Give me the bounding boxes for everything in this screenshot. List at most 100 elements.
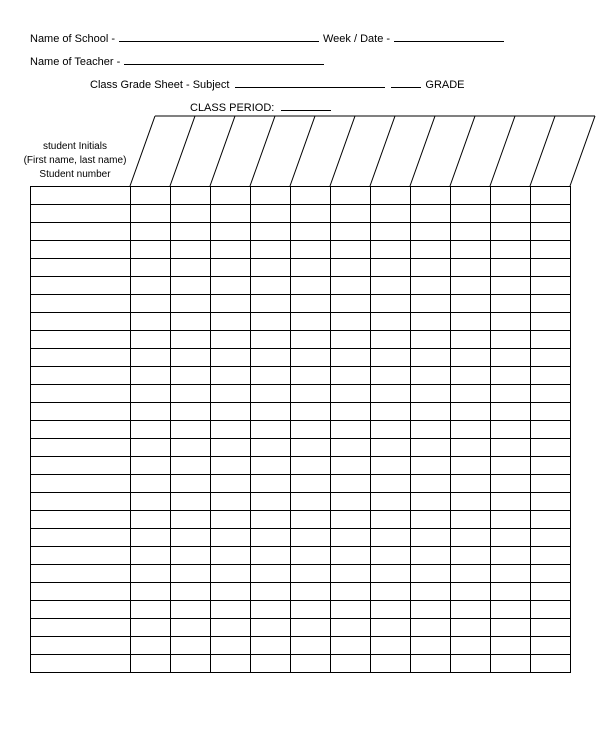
- grade-cell[interactable]: [451, 601, 491, 619]
- student-name-cell[interactable]: [31, 349, 131, 367]
- grade-cell[interactable]: [371, 187, 411, 205]
- grade-cell[interactable]: [171, 241, 211, 259]
- grade-cell[interactable]: [251, 187, 291, 205]
- grade-cell[interactable]: [411, 475, 451, 493]
- grade-cell[interactable]: [331, 439, 371, 457]
- grade-cell[interactable]: [131, 367, 171, 385]
- grade-cell[interactable]: [491, 223, 531, 241]
- grade-cell[interactable]: [291, 619, 331, 637]
- grade-cell[interactable]: [211, 277, 251, 295]
- grade-cell[interactable]: [451, 565, 491, 583]
- grade-cell[interactable]: [371, 511, 411, 529]
- grade-cell[interactable]: [131, 511, 171, 529]
- grade-cell[interactable]: [451, 547, 491, 565]
- grade-cell[interactable]: [251, 511, 291, 529]
- grade-cell[interactable]: [531, 367, 571, 385]
- grade-cell[interactable]: [211, 403, 251, 421]
- grade-cell[interactable]: [131, 547, 171, 565]
- student-name-cell[interactable]: [31, 565, 131, 583]
- grade-cell[interactable]: [531, 349, 571, 367]
- grade-cell[interactable]: [331, 349, 371, 367]
- blank-school[interactable]: [119, 30, 319, 42]
- grade-cell[interactable]: [411, 511, 451, 529]
- student-name-cell[interactable]: [31, 583, 131, 601]
- grade-cell[interactable]: [131, 655, 171, 673]
- grade-cell[interactable]: [171, 421, 211, 439]
- grade-cell[interactable]: [131, 493, 171, 511]
- grade-cell[interactable]: [131, 529, 171, 547]
- grade-cell[interactable]: [291, 205, 331, 223]
- grade-cell[interactable]: [531, 601, 571, 619]
- grade-cell[interactable]: [531, 547, 571, 565]
- grade-cell[interactable]: [251, 601, 291, 619]
- blank-week[interactable]: [394, 30, 504, 42]
- grade-cell[interactable]: [411, 313, 451, 331]
- grade-cell[interactable]: [171, 655, 211, 673]
- grade-cell[interactable]: [411, 457, 451, 475]
- grade-cell[interactable]: [531, 439, 571, 457]
- grade-cell[interactable]: [251, 493, 291, 511]
- grade-cell[interactable]: [491, 529, 531, 547]
- student-name-cell[interactable]: [31, 187, 131, 205]
- grade-cell[interactable]: [131, 295, 171, 313]
- grade-cell[interactable]: [531, 457, 571, 475]
- grade-cell[interactable]: [291, 601, 331, 619]
- grade-cell[interactable]: [491, 295, 531, 313]
- grade-cell[interactable]: [251, 403, 291, 421]
- grade-cell[interactable]: [131, 421, 171, 439]
- grade-cell[interactable]: [291, 367, 331, 385]
- grade-cell[interactable]: [531, 241, 571, 259]
- grade-cell[interactable]: [451, 277, 491, 295]
- grade-cell[interactable]: [211, 367, 251, 385]
- grade-cell[interactable]: [171, 457, 211, 475]
- student-name-cell[interactable]: [31, 259, 131, 277]
- grade-cell[interactable]: [531, 529, 571, 547]
- blank-grade[interactable]: [391, 76, 421, 88]
- grade-cell[interactable]: [491, 331, 531, 349]
- grade-cell[interactable]: [491, 601, 531, 619]
- student-name-cell[interactable]: [31, 367, 131, 385]
- grade-cell[interactable]: [491, 493, 531, 511]
- grade-cell[interactable]: [371, 547, 411, 565]
- grade-cell[interactable]: [451, 295, 491, 313]
- grade-cell[interactable]: [171, 295, 211, 313]
- student-name-cell[interactable]: [31, 475, 131, 493]
- grade-cell[interactable]: [371, 655, 411, 673]
- grade-cell[interactable]: [211, 205, 251, 223]
- grade-cell[interactable]: [211, 313, 251, 331]
- student-name-cell[interactable]: [31, 403, 131, 421]
- grade-cell[interactable]: [251, 385, 291, 403]
- grade-cell[interactable]: [211, 511, 251, 529]
- grade-cell[interactable]: [411, 601, 451, 619]
- student-name-cell[interactable]: [31, 439, 131, 457]
- grade-cell[interactable]: [331, 547, 371, 565]
- grade-cell[interactable]: [491, 511, 531, 529]
- grade-cell[interactable]: [331, 331, 371, 349]
- grade-cell[interactable]: [131, 583, 171, 601]
- grade-cell[interactable]: [251, 241, 291, 259]
- grade-cell[interactable]: [211, 349, 251, 367]
- grade-cell[interactable]: [331, 313, 371, 331]
- grade-cell[interactable]: [291, 655, 331, 673]
- grade-cell[interactable]: [331, 457, 371, 475]
- grade-cell[interactable]: [451, 529, 491, 547]
- grade-cell[interactable]: [131, 187, 171, 205]
- grade-cell[interactable]: [531, 223, 571, 241]
- grade-cell[interactable]: [491, 583, 531, 601]
- student-name-cell[interactable]: [31, 457, 131, 475]
- grade-cell[interactable]: [211, 493, 251, 511]
- grade-cell[interactable]: [411, 295, 451, 313]
- grade-cell[interactable]: [171, 205, 211, 223]
- grade-cell[interactable]: [171, 367, 211, 385]
- grade-cell[interactable]: [251, 619, 291, 637]
- grade-cell[interactable]: [371, 277, 411, 295]
- grade-cell[interactable]: [531, 259, 571, 277]
- grade-cell[interactable]: [531, 331, 571, 349]
- grade-cell[interactable]: [171, 565, 211, 583]
- student-name-cell[interactable]: [31, 421, 131, 439]
- grade-cell[interactable]: [211, 655, 251, 673]
- grade-cell[interactable]: [371, 475, 411, 493]
- grade-cell[interactable]: [491, 457, 531, 475]
- grade-cell[interactable]: [211, 259, 251, 277]
- student-name-cell[interactable]: [31, 313, 131, 331]
